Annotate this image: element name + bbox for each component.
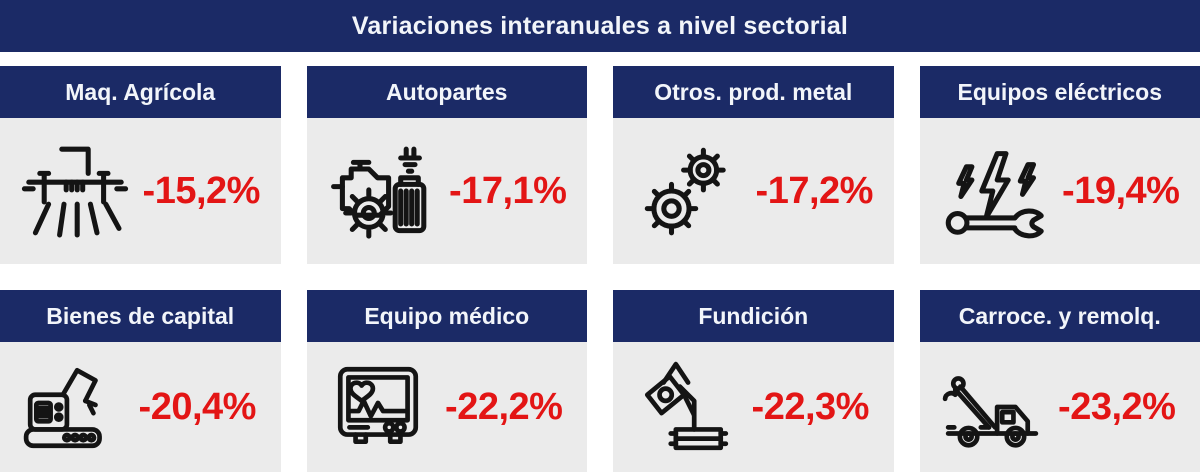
sector-card-header: Autopartes — [306, 66, 587, 118]
sector-value: -22,2% — [445, 385, 563, 428]
foundry-ladle-icon — [633, 356, 735, 458]
sector-label: Equipo médico — [364, 302, 530, 329]
sector-card-body: -22,3% — [613, 342, 894, 472]
sector-card-otros-prod-metal: Otros. prod. metal -17,2% — [613, 66, 894, 264]
sector-card-header: Fundición — [613, 290, 894, 342]
sector-value: -20,4% — [138, 385, 257, 428]
sector-card-body: -22,2% — [306, 342, 587, 472]
sector-card-header: Equipos eléctricos — [919, 66, 1200, 118]
page-title: Variaciones interanuales a nivel sectori… — [351, 11, 849, 40]
sector-value: -17,1% — [449, 169, 567, 212]
sector-card-body: -20,4% — [0, 342, 281, 472]
sector-card-autopartes: Autopartes -17,1% — [306, 66, 587, 264]
sector-card-maq-agricola: Maq. Agrícola — [0, 66, 281, 264]
sector-value: -23,2% — [1058, 385, 1176, 428]
sector-label: Fundición — [698, 302, 809, 329]
title-band: Variaciones interanuales a nivel sectori… — [0, 0, 1200, 52]
sector-card-equipos-electricos: Equipos eléctricos -19,4% — [919, 66, 1200, 264]
sector-card-header: Equipo médico — [306, 290, 587, 342]
gears-icon — [633, 136, 743, 246]
sector-label: Autopartes — [386, 78, 508, 105]
sector-card-bienes-de-capital: Bienes de capital — [0, 290, 281, 472]
sector-card-header: Maq. Agrícola — [0, 66, 281, 118]
sector-value: -22,3% — [751, 385, 870, 428]
sector-label: Maq. Agrícola — [65, 78, 216, 105]
sector-label: Otros. prod. metal — [654, 78, 853, 105]
lightning-wrench-icon — [940, 136, 1050, 246]
sector-card-fundicion: Fundición -22,3% — [613, 290, 894, 472]
sector-label: Equipos eléctricos — [957, 78, 1162, 105]
sector-card-body: -17,1% — [306, 118, 587, 264]
seeder-icon — [20, 136, 130, 246]
robot-arm-icon — [20, 356, 122, 458]
sector-card-body: -19,4% — [919, 118, 1200, 264]
sector-card-header: Bienes de capital — [0, 290, 281, 342]
sector-card-body: -23,2% — [919, 342, 1200, 472]
sector-value: -15,2% — [142, 169, 261, 212]
vitals-monitor-icon — [327, 356, 429, 458]
sector-card-header: Otros. prod. metal — [613, 66, 894, 118]
sector-card-body: -17,2% — [613, 118, 894, 264]
sector-value: -17,2% — [755, 169, 874, 212]
sector-label: Carroce. y remolq. — [958, 302, 1161, 329]
tow-truck-icon — [940, 356, 1042, 458]
sector-card-equipo-medico: Equipo médico -22,2% — [306, 290, 587, 472]
sector-card-header: Carroce. y remolq. — [919, 290, 1200, 342]
sector-grid: Maq. Agrícola — [0, 66, 1200, 472]
sector-card-body: -15,2% — [0, 118, 281, 264]
engine-parts-icon — [327, 136, 437, 246]
sector-value: -19,4% — [1062, 169, 1180, 212]
sector-card-carrocerias-remolques: Carroce. y remolq. — [919, 290, 1200, 472]
sector-label: Bienes de capital — [46, 302, 235, 329]
